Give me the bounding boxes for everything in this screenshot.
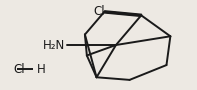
Text: Cl: Cl xyxy=(13,63,25,76)
Text: Cl: Cl xyxy=(94,5,105,18)
Text: H: H xyxy=(37,63,46,76)
Text: H₂N: H₂N xyxy=(43,39,65,51)
Polygon shape xyxy=(104,11,142,16)
